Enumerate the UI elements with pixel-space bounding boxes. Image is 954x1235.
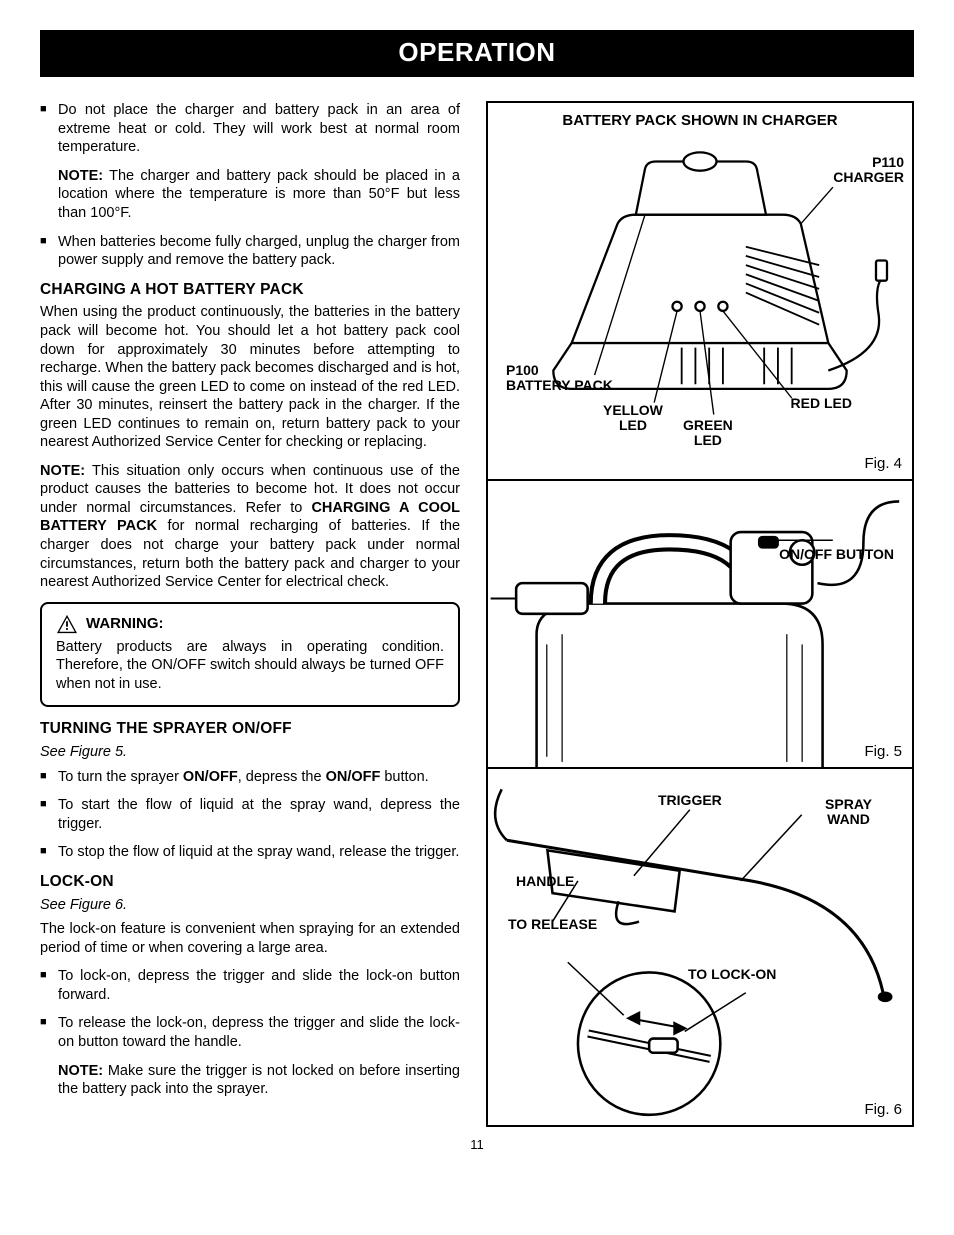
lockon-paragraph: The lock-on feature is convenient when s… xyxy=(40,920,460,957)
heading-onoff: TURNING THE SPRAYER ON/OFF xyxy=(40,719,460,739)
intro-bullets: Do not place the charger and battery pac… xyxy=(40,101,460,157)
fig6-caption: Fig. 6 xyxy=(864,1100,902,1119)
bullet-lockon: To lock-on, depress the trigger and slid… xyxy=(40,967,460,1004)
right-column: BATTERY PACK SHOWN IN CHARGER xyxy=(486,101,914,1127)
fig6-label-wand: SPRAYWAND xyxy=(825,797,872,826)
fig5-caption: Fig. 5 xyxy=(864,742,902,761)
fig4-label-red: RED LED xyxy=(791,396,852,411)
warning-icon xyxy=(56,614,78,634)
hot-pack-note: NOTE: This situation only occurs when co… xyxy=(40,462,460,592)
page-title-bar: OPERATION xyxy=(40,30,914,77)
bullet-stop-flow: To stop the flow of liquid at the spray … xyxy=(40,843,460,862)
hot-pack-paragraph: When using the product continuously, the… xyxy=(40,303,460,451)
fig6-label-handle: HANDLE xyxy=(516,874,574,889)
fig4-label-pack: P100BATTERY PACK xyxy=(506,363,613,392)
bullet-release: To release the lock-on, depress the trig… xyxy=(40,1014,460,1051)
intro-bullets-2: When batteries become fully charged, unp… xyxy=(40,233,460,270)
onoff-bullets: To turn the sprayer ON/OFF, depress the … xyxy=(40,768,460,862)
fig4-label-charger: P110CHARGER xyxy=(833,155,904,184)
fig4-label-green: GREENLED xyxy=(683,418,733,447)
fig4-caption: Fig. 4 xyxy=(864,454,902,473)
page-number: 11 xyxy=(40,1137,914,1154)
bullet-placement: Do not place the charger and battery pac… xyxy=(40,101,460,157)
lockon-bullets: To lock-on, depress the trigger and slid… xyxy=(40,967,460,1051)
heading-hot-pack: CHARGING A HOT BATTERY PACK xyxy=(40,280,460,300)
warning-text: Battery products are always in operating… xyxy=(56,638,444,694)
fig6-label-release: TO RELEASE xyxy=(508,917,597,932)
figure-4: BATTERY PACK SHOWN IN CHARGER xyxy=(486,101,914,481)
see-fig-6: See Figure 6. xyxy=(40,896,460,915)
bullet-unplug: When batteries become fully charged, unp… xyxy=(40,233,460,270)
fig6-label-lockon: TO LOCK-ON xyxy=(688,967,776,982)
fig5-label-onoff: ON/OFF BUTTON xyxy=(779,547,894,562)
figure-6: TRIGGER SPRAYWAND HANDLE TO RELEASE TO L… xyxy=(486,767,914,1127)
lockon-note: NOTE: Make sure the trigger is not locke… xyxy=(40,1062,460,1099)
see-fig-5: See Figure 5. xyxy=(40,743,460,762)
heading-lockon: LOCK-ON xyxy=(40,872,460,892)
warning-heading: WARNING: xyxy=(56,614,444,634)
left-column: Do not place the charger and battery pac… xyxy=(40,101,460,1127)
two-column-layout: Do not place the charger and battery pac… xyxy=(40,101,914,1127)
fig5-illustration xyxy=(488,481,912,767)
fig6-label-trigger: TRIGGER xyxy=(658,793,722,808)
bullet-start-flow: To start the flow of liquid at the spray… xyxy=(40,796,460,833)
note-temperature: NOTE: The charger and battery pack shoul… xyxy=(40,167,460,223)
fig4-label-yellow: YELLOWLED xyxy=(603,403,663,432)
bullet-onoff-depress: To turn the sprayer ON/OFF, depress the … xyxy=(40,768,460,787)
figure-5: ON/OFF BUTTON Fig. 5 xyxy=(486,479,914,769)
warning-box: WARNING: Battery products are always in … xyxy=(40,602,460,708)
